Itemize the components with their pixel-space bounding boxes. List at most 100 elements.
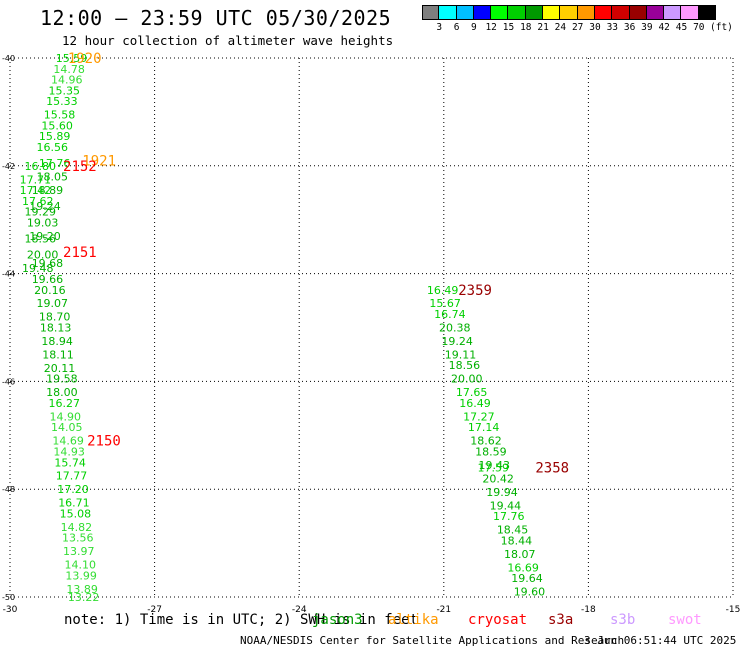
color-scale-label: 27 xyxy=(571,22,584,33)
swh-value: 19.94 xyxy=(486,486,518,499)
swh-value: 16.69 xyxy=(507,561,539,574)
swh-value: 14.10 xyxy=(64,559,96,572)
swh-value: 14.05 xyxy=(51,421,83,434)
color-scale-label: 36 xyxy=(623,22,636,33)
lat-tick-label: -50 xyxy=(2,593,15,602)
lon-tick-label: -24 xyxy=(292,605,307,615)
swh-value: 14.93 xyxy=(53,445,85,458)
swh-value: 19.60 xyxy=(514,586,546,599)
swh-value: 17.27 xyxy=(463,410,495,423)
swh-value: 18.56 xyxy=(24,233,56,246)
lon-tick-label: -30 xyxy=(3,605,18,615)
swh-value: 13.56 xyxy=(62,532,94,545)
swh-value: 16.74 xyxy=(434,308,466,321)
swh-value: 13.89 xyxy=(66,583,98,596)
color-scale-label: 39 xyxy=(641,22,653,33)
color-swatch xyxy=(491,5,509,20)
swh-value: 16.71 xyxy=(58,497,89,510)
pass-time-label: 2150 xyxy=(87,434,121,450)
lat-tick-label: -42 xyxy=(2,162,15,171)
swh-value: 16.56 xyxy=(37,141,68,154)
color-scale-label: 6 xyxy=(453,22,460,33)
swh-value: 16.27 xyxy=(49,397,80,410)
swh-value: 20.38 xyxy=(439,322,471,335)
pass-time-label: 1921 xyxy=(82,153,116,169)
swh-value: 18.13 xyxy=(40,322,72,335)
color-swatch xyxy=(456,5,474,20)
swh-value: 19.48 xyxy=(22,262,54,275)
swh-value: 19.44 xyxy=(490,499,521,512)
swh-value: 15.08 xyxy=(60,507,91,520)
color-scale-label: 12 xyxy=(485,22,497,33)
pass-time-label: 2151 xyxy=(63,245,97,261)
swh-value: 13.97 xyxy=(63,545,95,558)
swh-value: 18.45 xyxy=(497,524,529,537)
color-swatch xyxy=(664,5,682,20)
legend-item-s3b: s3b xyxy=(610,612,636,628)
color-swatch xyxy=(543,5,561,20)
swh-value: 15.74 xyxy=(54,456,86,469)
swh-value: 18.07 xyxy=(504,548,536,561)
color-scale-label: 3 xyxy=(436,22,443,33)
swh-value: 13.99 xyxy=(65,569,97,582)
swh-value: 14.96 xyxy=(51,74,83,87)
color-swatch xyxy=(439,5,457,20)
swh-value: 18.44 xyxy=(501,534,533,547)
footer-timestamp: 3 Jun 06:51:44 UTC 2025 xyxy=(584,634,737,647)
swh-value: 14.90 xyxy=(50,410,82,423)
pass-time-label: 1920 xyxy=(68,51,102,67)
swh-value: 15.59 xyxy=(56,52,88,65)
swh-value: 18.62 xyxy=(470,435,502,448)
lon-tick-label: -18 xyxy=(581,605,596,615)
swh-value: 17.59 xyxy=(478,462,510,475)
legend-item-altika: altika xyxy=(388,612,439,628)
swh-value: 14.69 xyxy=(52,435,84,448)
swh-value: 17.76 xyxy=(39,157,71,170)
color-swatch xyxy=(508,5,526,20)
swh-value: 19.43 xyxy=(479,459,511,472)
swh-value: 18.70 xyxy=(39,311,71,324)
swh-value: 19.03 xyxy=(27,216,59,229)
color-scale-label: 42 xyxy=(658,22,670,33)
swh-value: 18.00 xyxy=(46,386,78,399)
legend-item-s3a: s3a xyxy=(548,612,574,628)
map-subtitle: 12 hour collection of altimeter wave hei… xyxy=(62,33,394,48)
color-scale-labels: 3 6 9 12 15 18 21 24 27 30 33 36 39 42 45 70 xyxy=(422,22,740,34)
color-scale-label: 21 xyxy=(537,22,549,33)
color-scale-bar xyxy=(422,5,717,20)
color-swatch xyxy=(594,5,613,20)
footnote: note: 1) Time is in UTC; 2) SWH is in fe… xyxy=(64,612,419,628)
swh-value: 19.66 xyxy=(32,273,64,286)
swh-value: 17.20 xyxy=(57,483,89,496)
swh-value: 15.89 xyxy=(39,130,71,143)
swh-value: 19.11 xyxy=(445,348,477,361)
footer-credit: NOAA/NESDIS Center for Satellite Applica… xyxy=(240,634,625,647)
legend-item-swot: swot xyxy=(668,612,702,628)
swh-value: 15.60 xyxy=(41,119,73,132)
pass-time-label: 2359 xyxy=(458,283,492,299)
lat-tick-label: -48 xyxy=(2,485,15,494)
legend-item-cryosat: cryosat xyxy=(468,612,528,628)
swh-value: 15.33 xyxy=(46,95,78,108)
lon-tick-label: -21 xyxy=(436,605,451,615)
swh-value: 19.29 xyxy=(24,206,56,219)
swh-value: 18.05 xyxy=(37,171,68,184)
color-scale-label: 9 xyxy=(471,22,477,33)
swh-value: 19.58 xyxy=(46,373,78,386)
lat-tick-label: -40 xyxy=(2,54,15,63)
swh-value: 18.11 xyxy=(42,348,74,361)
swh-value: 20.00 xyxy=(451,373,483,386)
color-scale-label: 18 xyxy=(520,22,532,33)
color-swatch xyxy=(525,5,544,20)
swh-value: 19.68 xyxy=(32,257,64,270)
map-title: 12:00 — 23:59 UTC 05/30/2025 xyxy=(40,6,392,30)
color-swatch xyxy=(560,5,578,20)
swh-value: 18.89 xyxy=(32,184,64,197)
swh-value: 18.56 xyxy=(449,359,481,372)
lat-tick-label: -46 xyxy=(2,377,15,386)
swh-value: 13.22 xyxy=(68,591,100,604)
color-swatch xyxy=(473,5,492,20)
color-scale-label: 45 xyxy=(675,22,688,33)
swh-value: 19.24 xyxy=(441,335,473,348)
